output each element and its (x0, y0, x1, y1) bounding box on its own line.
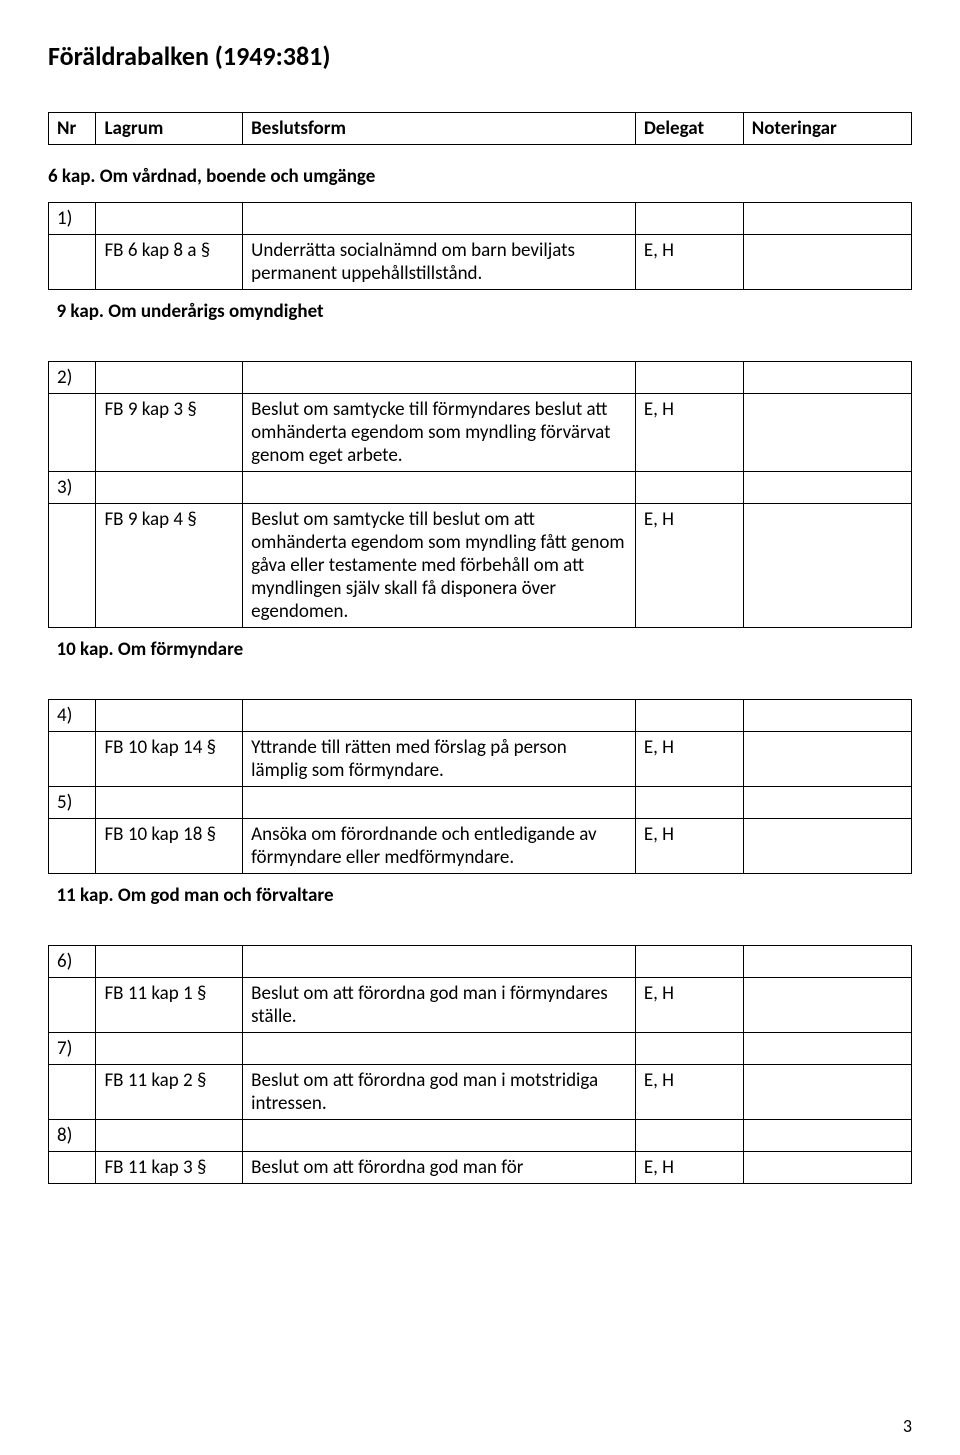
cell-not (743, 1065, 911, 1120)
cell-not (743, 203, 911, 235)
cell-not (743, 235, 911, 290)
cell-lag: FB 11 kap 1 § (96, 978, 243, 1033)
table-row: FB 9 kap 4 § Beslut om samtycke till bes… (49, 504, 912, 628)
table-row: 6) (49, 946, 912, 978)
cell-nr (49, 235, 96, 290)
cell-bes: Beslut om att förordna god man i förmynd… (243, 978, 636, 1033)
header-table: Nr Lagrum Beslutsform Delegat Noteringar (48, 112, 912, 145)
cell-lag: FB 10 kap 18 § (96, 819, 243, 874)
cell-bes: Ansöka om förordnande och entledigande a… (243, 819, 636, 874)
cell-lag (96, 203, 243, 235)
table-row: FB 11 kap 1 § Beslut om att förordna god… (49, 978, 912, 1033)
table-header-row: Nr Lagrum Beslutsform Delegat Noteringar (49, 113, 912, 145)
cell-del: E, H (635, 394, 743, 472)
cell-del: E, H (635, 732, 743, 787)
cell-del: E, H (635, 235, 743, 290)
section-row-10kap: 10 kap. Om förmyndare (49, 628, 912, 672)
page-title: Föräldrabalken (1949:381) (48, 40, 912, 72)
cell-bes: Beslut om samtycke till beslut om att om… (243, 504, 636, 628)
cell-not (743, 732, 911, 787)
cell-not (743, 978, 911, 1033)
table-row: 3) (49, 472, 912, 504)
table-row: 8) (49, 1120, 912, 1152)
section-11kap: 11 kap. Om god man och förvaltare (57, 884, 904, 907)
table-row: FB 10 kap 18 § Ansöka om förordnande och… (49, 819, 912, 874)
cell-lag: FB 6 kap 8 a § (96, 235, 243, 290)
section-row-11kap: 11 kap. Om god man och förvaltare (49, 874, 912, 918)
section-6kap: 6 kap. Om vårdnad, boende och umgänge (48, 165, 912, 188)
cell-nr: 5) (49, 787, 96, 819)
cell-nr: 6) (49, 946, 96, 978)
cell-bes: Beslut om att förordna god man för (243, 1152, 636, 1184)
cell-del: E, H (635, 978, 743, 1033)
table-section-9-10: 2) FB 9 kap 3 § Beslut om samtycke till … (48, 361, 912, 671)
table-section-6-9: 1) FB 6 kap 8 a § Underrätta socialnämnd… (48, 202, 912, 333)
cell-not (743, 1152, 911, 1184)
cell-not (743, 394, 911, 472)
col-delegat: Delegat (635, 113, 743, 145)
cell-del: E, H (635, 1065, 743, 1120)
cell-lag: FB 11 kap 2 § (96, 1065, 243, 1120)
table-row: FB 6 kap 8 a § Underrätta socialnämnd om… (49, 235, 912, 290)
section-row-9kap: 9 kap. Om underårigs omyndighet (49, 290, 912, 334)
table-section-10-11: 4) FB 10 kap 14 § Yttrande till rätten m… (48, 699, 912, 917)
table-row: FB 11 kap 2 § Beslut om att förordna god… (49, 1065, 912, 1120)
table-row: 7) (49, 1033, 912, 1065)
cell-lag: FB 10 kap 14 § (96, 732, 243, 787)
page-number: 3 (903, 1415, 912, 1437)
col-nr: Nr (49, 113, 96, 145)
table-row: FB 11 kap 3 § Beslut om att förordna god… (49, 1152, 912, 1184)
cell-lag: FB 11 kap 3 § (96, 1152, 243, 1184)
cell-nr: 8) (49, 1120, 96, 1152)
col-beslutsform: Beslutsform (243, 113, 636, 145)
cell-nr: 3) (49, 472, 96, 504)
cell-nr: 7) (49, 1033, 96, 1065)
cell-bes: Yttrande till rätten med förslag på pers… (243, 732, 636, 787)
cell-del: E, H (635, 504, 743, 628)
cell-nr: 2) (49, 362, 96, 394)
table-row: 2) (49, 362, 912, 394)
table-row: FB 9 kap 3 § Beslut om samtycke till för… (49, 394, 912, 472)
table-section-11: 6) FB 11 kap 1 § Beslut om att förordna … (48, 945, 912, 1184)
cell-lag: FB 9 kap 3 § (96, 394, 243, 472)
cell-not (743, 504, 911, 628)
cell-del (635, 203, 743, 235)
cell-bes: Beslut om att förordna god man i motstri… (243, 1065, 636, 1120)
table-row: FB 10 kap 14 § Yttrande till rätten med … (49, 732, 912, 787)
table-row: 4) (49, 700, 912, 732)
table-row: 1) (49, 203, 912, 235)
col-noteringar: Noteringar (743, 113, 911, 145)
cell-lag: FB 9 kap 4 § (96, 504, 243, 628)
cell-del: E, H (635, 1152, 743, 1184)
col-lagrum: Lagrum (96, 113, 243, 145)
cell-nr: 1) (49, 203, 96, 235)
cell-nr: 4) (49, 700, 96, 732)
cell-bes (243, 203, 636, 235)
table-row: 5) (49, 787, 912, 819)
section-9kap: 9 kap. Om underårigs omyndighet (57, 300, 904, 323)
cell-del: E, H (635, 819, 743, 874)
cell-not (743, 819, 911, 874)
cell-bes: Beslut om samtycke till förmyndares besl… (243, 394, 636, 472)
section-10kap: 10 kap. Om förmyndare (57, 638, 904, 661)
cell-bes: Underrätta socialnämnd om barn beviljats… (243, 235, 636, 290)
